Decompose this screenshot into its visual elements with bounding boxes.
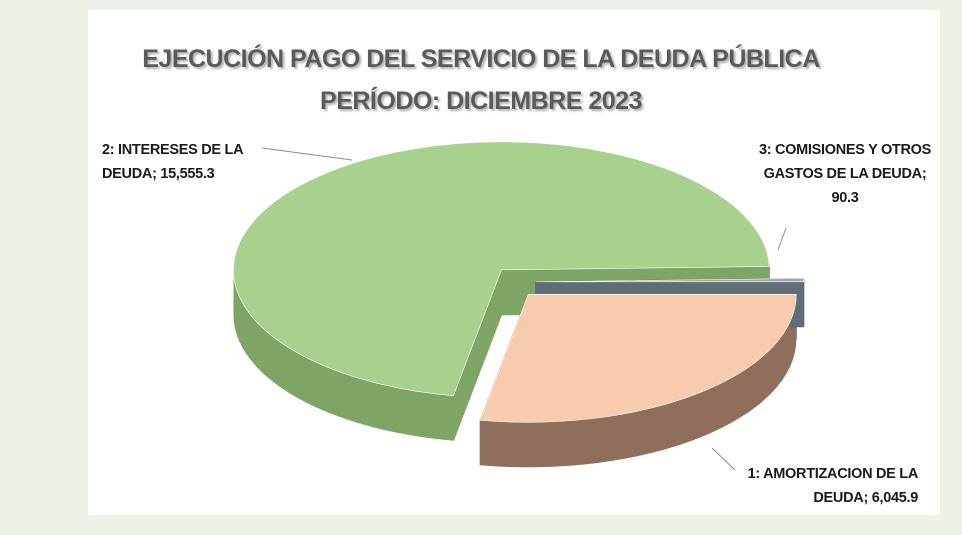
label-category: 1: AMORTIZACION DE LA DEUDA: [747, 466, 919, 506]
data-label: 3: COMISIONES Y OTROS GASTOS DE LA DEUDA…: [755, 138, 935, 210]
leader-line: [711, 447, 736, 471]
slice-wall: [480, 294, 797, 468]
label-value: 6,045.9: [871, 490, 919, 506]
label-category: 2: INTERESES DE LA DEUDA: [102, 142, 243, 182]
slice: [535, 278, 805, 283]
label-separator: ;: [152, 166, 161, 182]
label-value: 15,555.3: [160, 166, 215, 182]
slice: [233, 141, 770, 397]
slice: [479, 293, 797, 423]
chart-subtitle: PERÍODO: DICIEMBRE 2023: [320, 87, 642, 115]
leader-line: [777, 227, 787, 251]
label-separator: ;: [863, 490, 872, 506]
leader-line: [261, 147, 353, 161]
label-separator: ;: [921, 166, 927, 182]
data-label: 1: AMORTIZACION DE LA DEUDA; 6,045.9: [712, 462, 919, 510]
slice-wall: [233, 269, 454, 441]
data-label: 2: INTERESES DE LA DEUDA; 15,555.3: [102, 138, 262, 186]
label-value: 90.3: [831, 190, 859, 206]
chart-title: EJECUCIÓN PAGO DEL SERVICIO DE LA DEUDA …: [142, 45, 820, 73]
label-category: 3: COMISIONES Y OTROS GASTOS DE LA DEUDA: [758, 142, 932, 182]
